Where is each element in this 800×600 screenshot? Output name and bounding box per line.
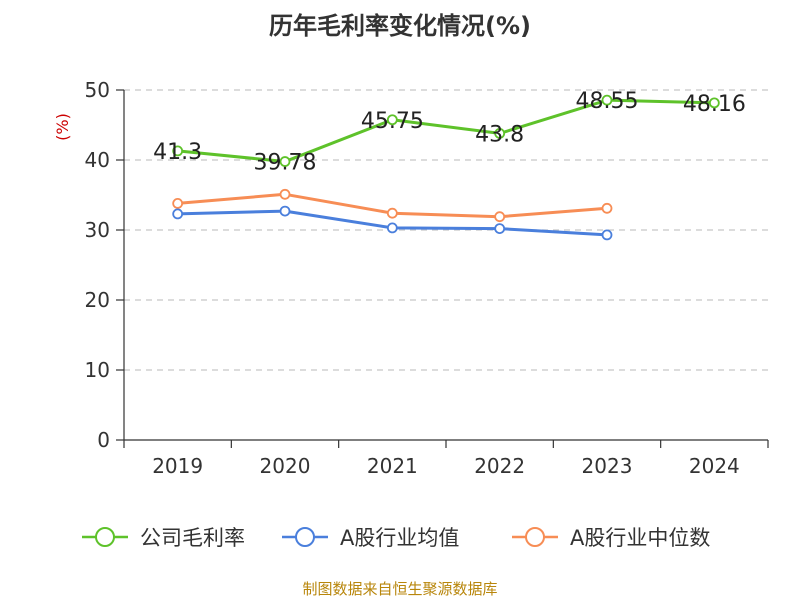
legend-label: A股行业中位数 bbox=[570, 526, 710, 550]
data-point bbox=[494, 211, 506, 223]
data-label: 43.8 bbox=[475, 122, 524, 147]
data-point bbox=[279, 156, 291, 167]
axes: 0 10 20 30 40 50 2019 2020 2021 2022 2023 2024 (%) bbox=[53, 78, 769, 478]
legend-swatch-marker bbox=[525, 527, 545, 547]
data-point bbox=[386, 114, 398, 126]
data-point bbox=[601, 94, 613, 106]
data-label: 39.78 bbox=[254, 151, 317, 176]
data-point bbox=[172, 145, 184, 157]
data-point bbox=[494, 223, 506, 235]
data-point bbox=[386, 207, 398, 219]
data-point bbox=[279, 188, 291, 200]
series-group bbox=[172, 94, 720, 241]
source-note: 制图数据来自恒生聚源数据库 bbox=[302, 580, 498, 598]
legend: 公司毛利率 A股行业均值 A股行业中位数 bbox=[82, 526, 710, 550]
y-tick-label: 0 bbox=[97, 428, 110, 452]
x-tick-label: 2020 bbox=[260, 454, 311, 478]
chart-title: 历年毛利率变化情况(%) bbox=[269, 12, 531, 40]
data-label: 48.16 bbox=[683, 92, 746, 117]
legend-label: A股行业均值 bbox=[340, 526, 459, 550]
series-line bbox=[177, 98, 715, 164]
x-tick-label: 2022 bbox=[474, 454, 525, 478]
data-point bbox=[279, 205, 291, 217]
legend-swatch-marker bbox=[295, 527, 315, 547]
data-label: 48.55 bbox=[576, 89, 639, 114]
data-label: 45.75 bbox=[361, 109, 424, 134]
x-tick-label: 2024 bbox=[689, 454, 740, 478]
data-label: 41.3 bbox=[153, 140, 202, 165]
gridlines bbox=[124, 89, 768, 371]
y-tick-label: 20 bbox=[85, 288, 110, 312]
y-tick-label: 40 bbox=[85, 148, 110, 172]
data-point bbox=[172, 208, 184, 220]
data-labels: 41.3 39.78 45.75 43.8 48.55 48.16 bbox=[153, 89, 746, 175]
data-point bbox=[601, 202, 613, 214]
y-tick-label: 50 bbox=[85, 78, 110, 102]
data-point bbox=[494, 127, 506, 139]
data-point bbox=[601, 229, 613, 241]
x-tick-label: 2019 bbox=[152, 454, 203, 478]
data-point bbox=[172, 197, 184, 209]
x-tick-label: 2021 bbox=[367, 454, 418, 478]
y-axis-label: (%) bbox=[53, 113, 72, 141]
legend-label: 公司毛利率 bbox=[140, 526, 245, 550]
y-tick-label: 10 bbox=[85, 358, 110, 382]
y-tick-label: 30 bbox=[85, 218, 110, 242]
data-point bbox=[708, 97, 720, 109]
data-point bbox=[386, 222, 398, 234]
legend-swatch-marker bbox=[95, 527, 115, 547]
x-tick-label: 2023 bbox=[582, 454, 633, 478]
